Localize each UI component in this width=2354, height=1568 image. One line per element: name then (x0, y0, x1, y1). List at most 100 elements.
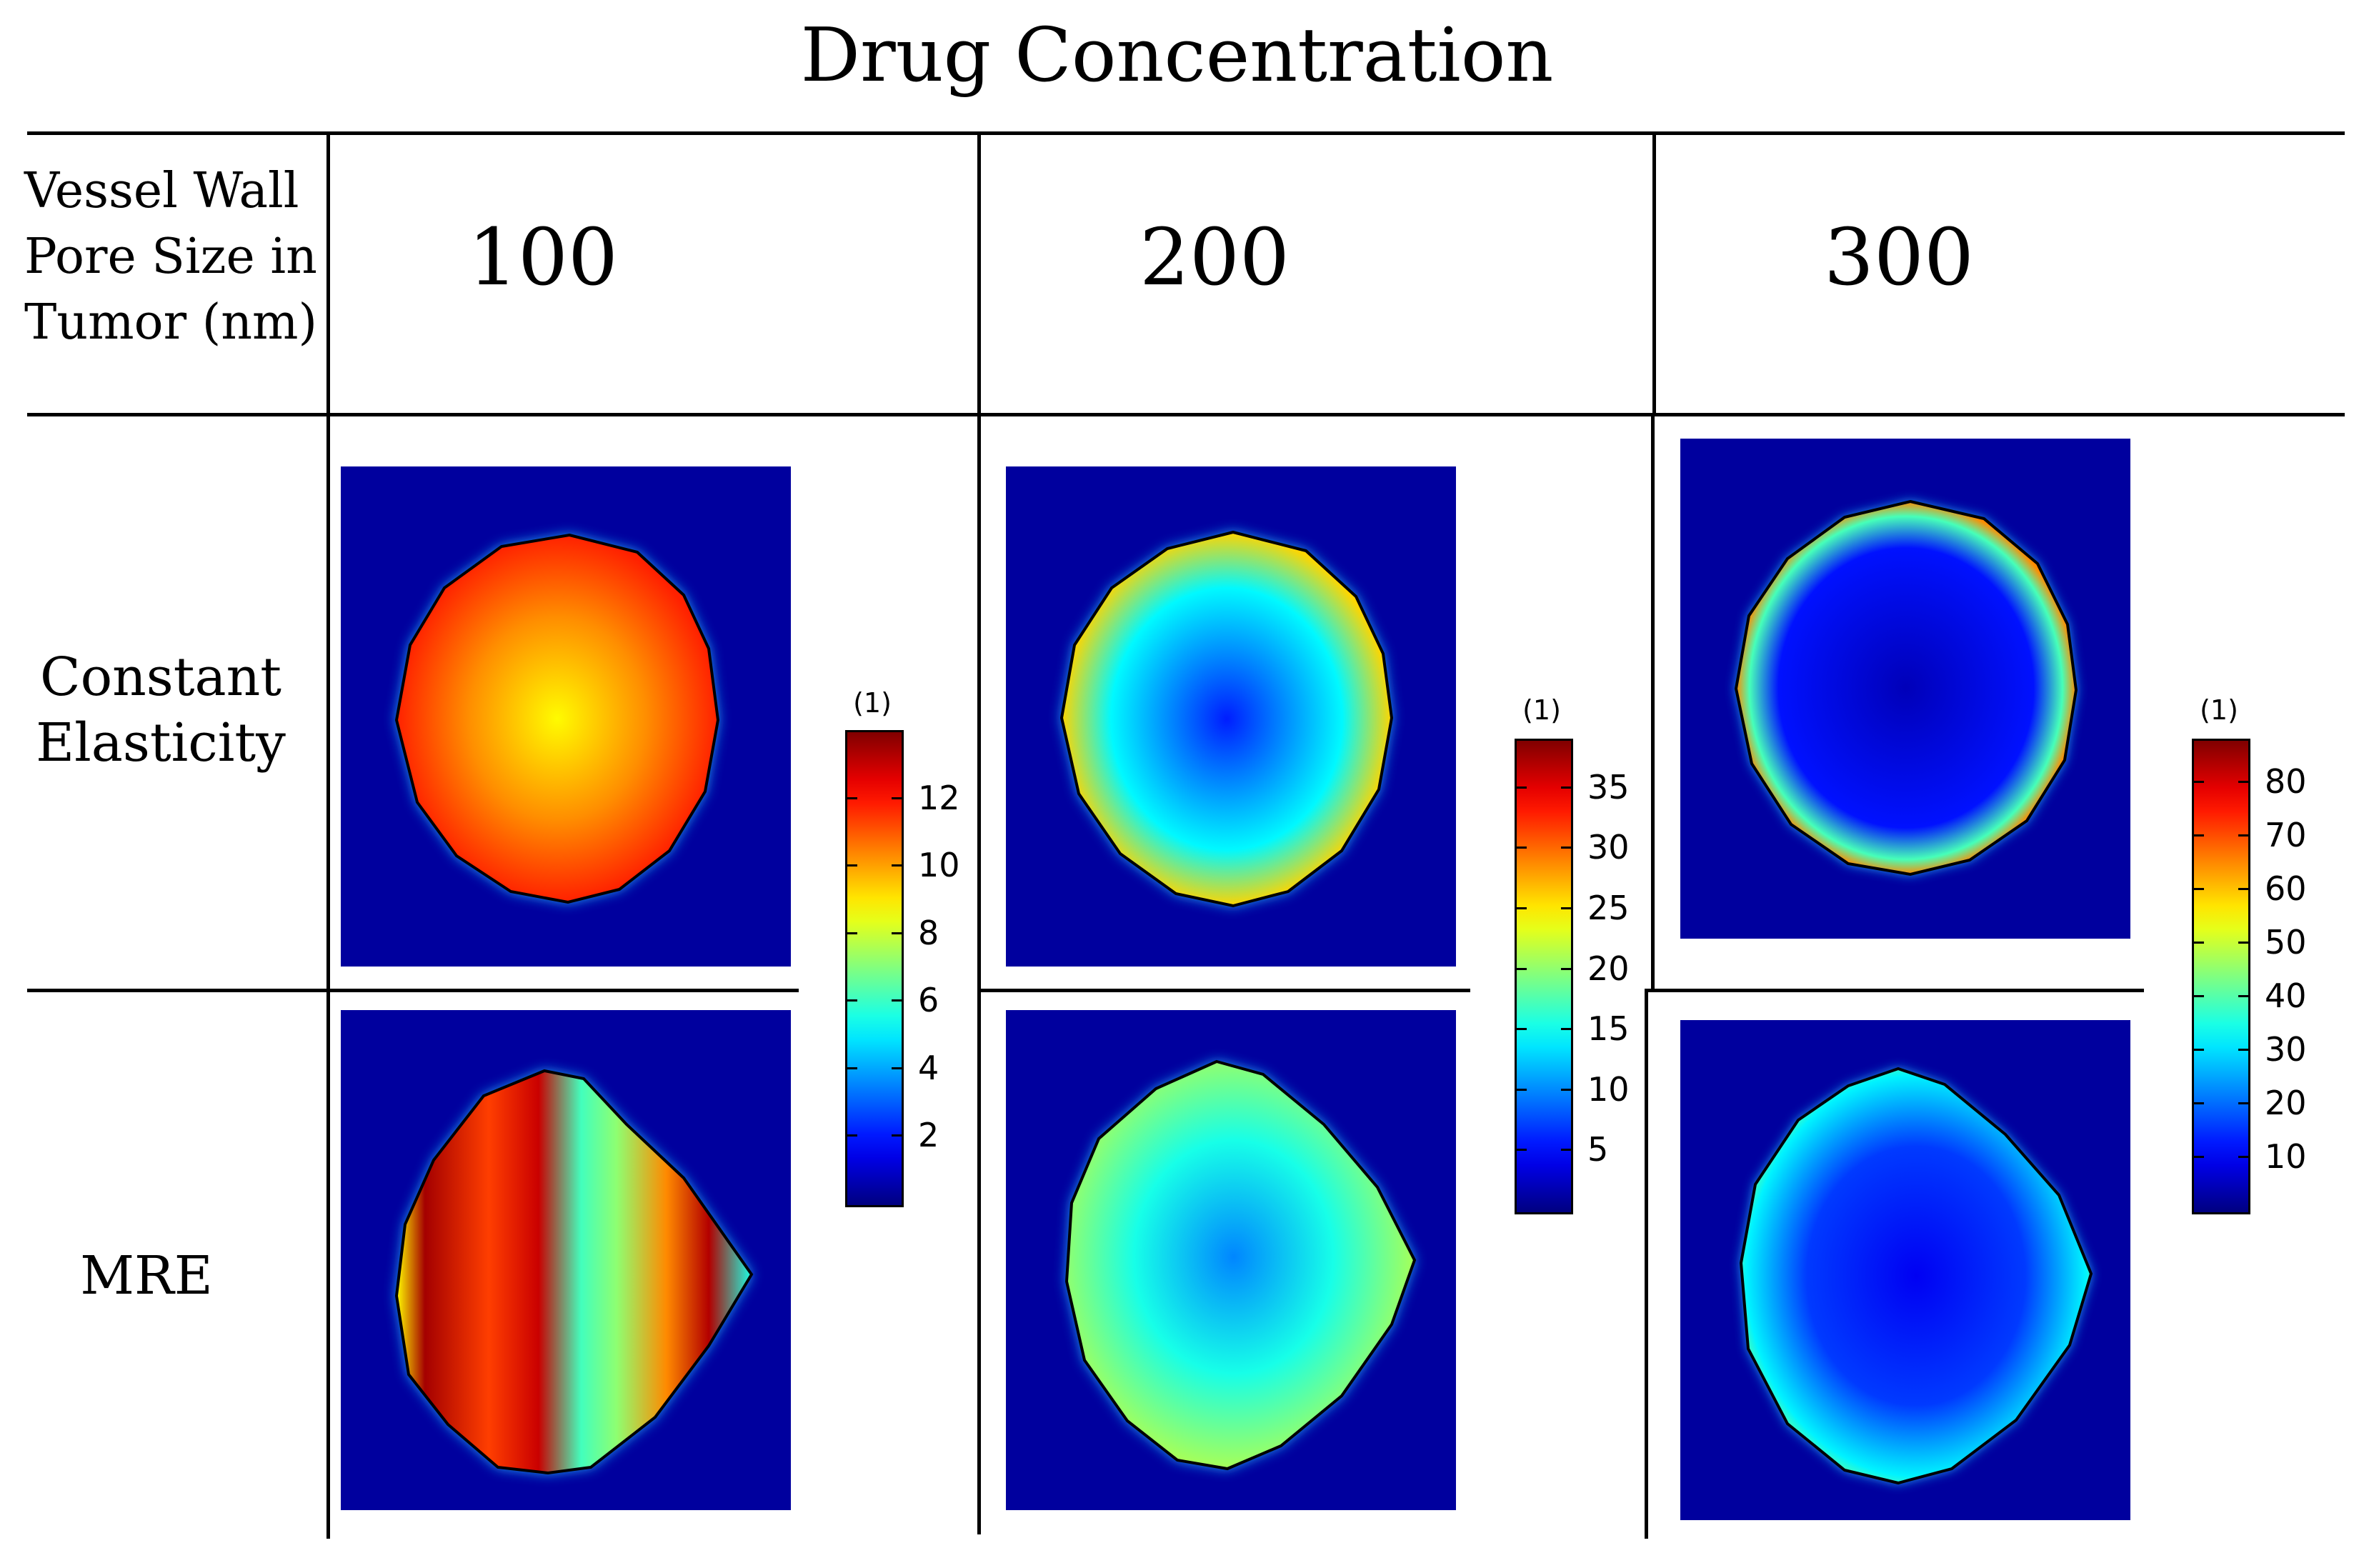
colorbar-tick-label: 40 (2265, 977, 2307, 1015)
colorbar-tick-label: 35 (1587, 767, 1630, 807)
row-label-mre: MRE (29, 1243, 264, 1309)
colorbar-tick-mark (1517, 1028, 1527, 1031)
tumor-region (1059, 530, 1394, 908)
colorbar-tick-label: 50 (2265, 923, 2307, 962)
row-label-constant-elasticity: Constant Elasticity (29, 644, 293, 776)
colorbar-tick-mark (847, 932, 857, 934)
colorbar-tick-label: 20 (1587, 949, 1630, 988)
colorbar-tick-mark (1517, 847, 1527, 849)
colorbar-tick-label: 10 (1587, 1069, 1630, 1109)
colorbar-2 (1515, 739, 1573, 1214)
colorbar-tick-label: 10 (2265, 1137, 2307, 1176)
colorbar-tick-label: 12 (918, 778, 960, 817)
colorbar-tick-mark (847, 797, 857, 799)
colorbar-tick-mark (2238, 1156, 2248, 1158)
colorbar-tick-mark (1561, 786, 1571, 789)
colorbar-tick-mark (2194, 1156, 2204, 1158)
colorbar-tick-mark (847, 999, 857, 1002)
colorbar-tick-label: 6 (918, 981, 939, 1020)
column-divider-2 (977, 133, 981, 1534)
colorbar-tick-mark (2238, 942, 2248, 944)
colorbar-tick-mark (2238, 888, 2248, 890)
colorbar-tick-label: 15 (1587, 1009, 1630, 1049)
colorbar-tick-mark (1561, 1088, 1571, 1091)
colorbar-tick-mark (2194, 834, 2204, 837)
header-label: Vessel Wall Pore Size in Tumor (nm) (24, 159, 317, 356)
colorbar-tick-label: 30 (2265, 1030, 2307, 1069)
column-divider-3-upper (1652, 133, 1656, 413)
colorbar-tick-label: 8 (918, 913, 939, 952)
colorbar-tick-mark (2238, 995, 2248, 997)
colorbar-tick-mark (1517, 1088, 1527, 1091)
heatmap-mre-200 (1006, 1010, 1456, 1510)
column-divider-3-mid (1651, 414, 1655, 989)
colorbar-tick-mark (892, 1134, 902, 1137)
colorbar-tick-mark (2194, 995, 2204, 997)
column-header-100: 100 (468, 211, 618, 303)
colorbar-1 (845, 730, 904, 1207)
colorbar-tick-mark (1517, 786, 1527, 789)
heatmap-mre-100 (341, 1010, 791, 1510)
header-label-line-1: Vessel Wall (24, 163, 299, 219)
colorbar-tick-mark (2194, 1049, 2204, 1051)
colorbar-tick-mark (2194, 942, 2204, 944)
row-label-constant-line-1: Constant (39, 646, 282, 708)
colorbar-tick-mark (892, 864, 902, 867)
colorbar-tick-mark (847, 1134, 857, 1137)
table-top-rule (27, 131, 2345, 135)
colorbar-tick-label: 20 (2265, 1084, 2307, 1122)
tumor-region (1064, 1059, 1417, 1471)
tumor-region (394, 1069, 754, 1475)
colorbar-tick-label: 2 (918, 1116, 939, 1155)
colorbar-tick-mark (892, 932, 902, 934)
heatmap-mre-300 (1680, 1020, 2130, 1520)
colorbar-tick-mark (847, 864, 857, 867)
colorbar-tick-label: 25 (1587, 888, 1630, 927)
colorbar-3 (2192, 739, 2250, 1214)
colorbar-tick-mark (2194, 781, 2204, 783)
colorbar-tick-mark (847, 1067, 857, 1069)
column-header-300: 300 (1824, 211, 1974, 303)
colorbar-tick-mark (1561, 967, 1571, 970)
colorbar-tick-label: 5 (1587, 1130, 1609, 1169)
colorbar-tick-mark (1561, 847, 1571, 849)
colorbar-tick-mark (1561, 1028, 1571, 1031)
tumor-region (1739, 1067, 2093, 1485)
colorbar-tick-mark (892, 999, 902, 1002)
colorbar-tick-mark (1517, 1149, 1527, 1152)
column-divider-3-lower (1645, 989, 1648, 1539)
colorbar-tick-label: 80 (2265, 762, 2307, 801)
colorbar-2-unit: (1) (1522, 694, 1561, 726)
column-divider-1 (326, 133, 330, 1539)
colorbar-tick-mark (1561, 907, 1571, 909)
column-header-200: 200 (1139, 211, 1290, 303)
colorbar-tick-mark (1561, 1149, 1571, 1152)
tumor-region (1734, 499, 2078, 877)
row-divider-col1 (27, 989, 799, 992)
colorbar-tick-mark (2194, 1102, 2204, 1104)
colorbar-tick-mark (892, 1067, 902, 1069)
colorbar-tick-label: 60 (2265, 869, 2307, 908)
row-divider-col3 (1647, 989, 2144, 992)
colorbar-tick-label: 4 (918, 1048, 939, 1087)
tumor-region (394, 533, 720, 904)
row-divider-col2 (979, 989, 1470, 992)
header-bottom-rule (27, 413, 2345, 416)
heatmap-constant-100 (341, 466, 791, 967)
colorbar-tick-mark (1517, 967, 1527, 970)
colorbar-tick-mark (2194, 888, 2204, 890)
colorbar-tick-label: 30 (1587, 828, 1630, 867)
colorbar-tick-mark (892, 797, 902, 799)
colorbar-tick-mark (2238, 834, 2248, 837)
row-label-constant-line-2: Elasticity (36, 712, 286, 774)
colorbar-tick-label: 70 (2265, 816, 2307, 854)
colorbar-tick-label: 10 (918, 846, 960, 885)
header-label-line-2: Pore Size in (24, 229, 317, 285)
heatmap-constant-300 (1680, 439, 2130, 939)
colorbar-1-unit: (1) (853, 687, 892, 719)
colorbar-3-unit: (1) (2200, 694, 2238, 726)
colorbar-tick-mark (1517, 907, 1527, 909)
figure-title: Drug Concentration (800, 11, 1554, 99)
colorbar-tick-mark (2238, 1049, 2248, 1051)
heatmap-constant-200 (1006, 466, 1456, 967)
